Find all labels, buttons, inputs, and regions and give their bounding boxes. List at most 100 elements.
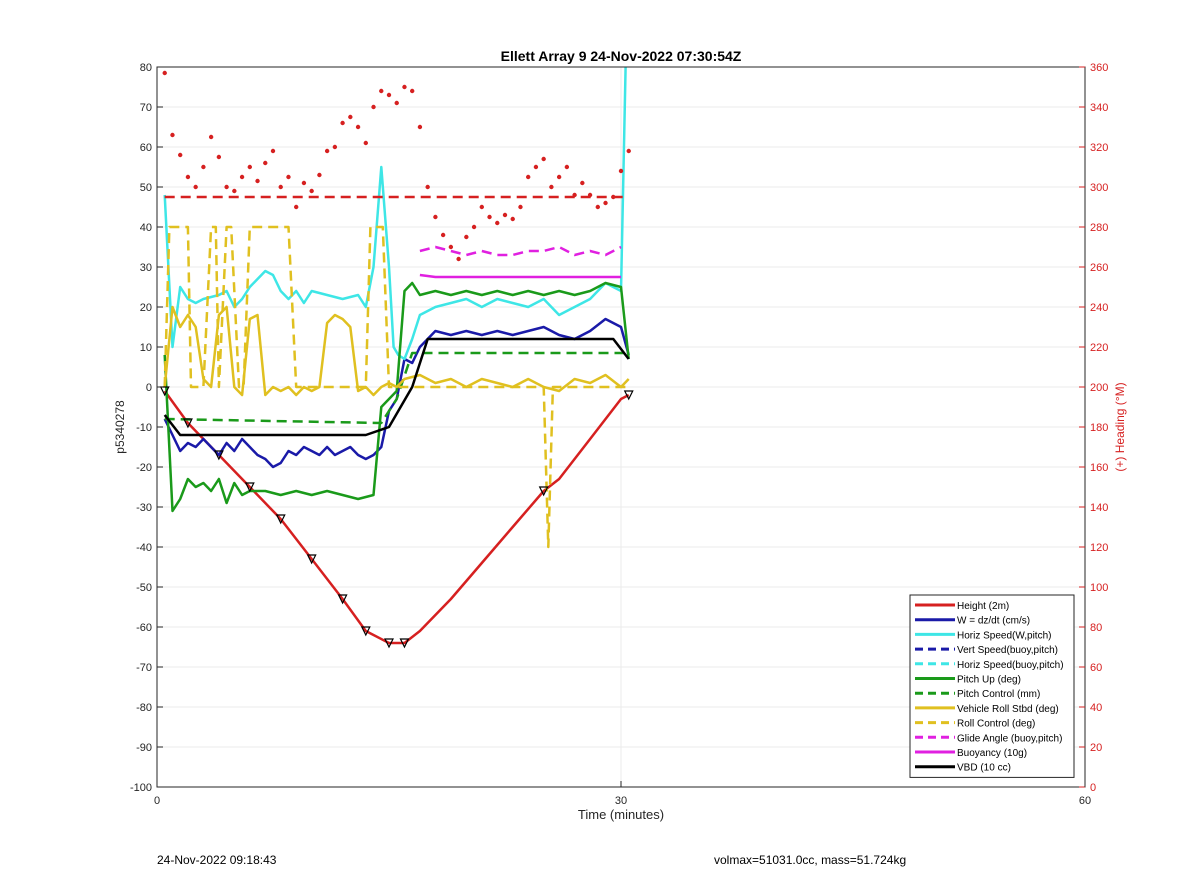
- y-tick-label: -40: [136, 542, 152, 554]
- series-line-pitch-control-mm: [164, 351, 629, 425]
- heading-point: [294, 204, 299, 210]
- heading-point: [556, 174, 562, 180]
- legend-label: Buoyancy (10g): [957, 748, 1027, 759]
- height-marker: [159, 386, 170, 397]
- legend: Height (2m) W = dz/dt (cm/s) Horiz Speed(W…: [909, 594, 1075, 778]
- y-tick-label: -10: [136, 422, 152, 434]
- y-tick-label: 60: [140, 142, 152, 154]
- y2-tick-label: 0: [1090, 782, 1096, 794]
- heading-point: [456, 256, 461, 262]
- height-marker: [244, 482, 255, 493]
- legend-label: VBD (10 cc): [957, 763, 1011, 774]
- legend-label: Horiz Speed(W,pitch): [957, 630, 1051, 641]
- heading-point: [278, 184, 283, 190]
- y2-tick-label: 20: [1090, 742, 1102, 754]
- heading-point: [626, 148, 631, 154]
- heading-point: [487, 214, 492, 220]
- height-marker: [213, 450, 224, 461]
- y-tick-label: 10: [140, 342, 152, 354]
- heading-point: [317, 172, 322, 178]
- heading-point: [162, 70, 167, 76]
- y-tick-label: -50: [136, 582, 152, 594]
- heading-point: [587, 192, 593, 198]
- heading-point: [247, 164, 252, 170]
- y-axis-right: 0 20 40 60 80 100 120 140 160 180 200 220 240 260 280 3…: [1079, 62, 1108, 794]
- y-tick-label: -60: [136, 622, 152, 634]
- heading-point: [332, 144, 338, 150]
- footer-timestamp: 24-Nov-2022 09:18:43: [157, 853, 277, 867]
- heading-point: [479, 204, 484, 210]
- heading-point: [263, 160, 268, 166]
- height-marker: [384, 638, 394, 649]
- y-tick-label: 30: [140, 262, 152, 274]
- legend-label: Vert Speed(buoy,pitch): [957, 645, 1058, 656]
- height-marker: [337, 594, 348, 605]
- heading-point: [208, 134, 214, 140]
- y2-tick-label: 160: [1090, 462, 1108, 474]
- heading-point: [425, 184, 430, 190]
- height-marker: [399, 638, 410, 649]
- y-tick-label: 50: [140, 182, 152, 194]
- y2-axis-label: (+) Heading (°M): [1113, 382, 1127, 471]
- heading-point: [603, 200, 608, 206]
- heading-point: [572, 192, 577, 198]
- heading-point: [471, 224, 477, 230]
- height-marker: [306, 554, 317, 565]
- y-tick-label: 80: [140, 62, 152, 74]
- x-tick-label: 30: [615, 795, 627, 807]
- y2-tick-label: 60: [1090, 662, 1102, 674]
- legend-box: [909, 594, 1075, 778]
- series-line-horiz-speed-w-pitch: [163, 66, 627, 361]
- heading-point: [270, 148, 276, 154]
- heading-point: [618, 168, 624, 174]
- heading-point: [216, 154, 222, 160]
- series-line-glide-angle-buoy-pitch: [419, 245, 622, 257]
- chart-title: Ellett Array 9 24-Nov-2022 07:30:54Z: [501, 48, 742, 64]
- series-line-w-dz-dt-cm-s: [163, 317, 630, 469]
- heading-point: [410, 88, 415, 94]
- series-line-vehicle-roll-stbd-deg: [163, 305, 630, 397]
- x-tick-label: 0: [154, 795, 160, 807]
- heading-point: [201, 164, 206, 170]
- series-line-height-2m: [163, 390, 630, 645]
- series-line-roll-control-deg: [163, 225, 629, 549]
- heading-point: [440, 232, 446, 238]
- height-markers: [159, 386, 634, 649]
- heading-point: [464, 234, 469, 240]
- y-tick-label: 20: [140, 302, 152, 314]
- legend-label: Vehicle Roll Stbd (deg): [957, 704, 1059, 715]
- y-axis-left: -100-90-80-70-60-50-40-30-20-10010203040…: [130, 62, 163, 794]
- y-tick-label: 0: [146, 382, 152, 394]
- footer-volmax-mass: volmax=51031.0cc, mass=51.724kg: [714, 853, 907, 867]
- height-marker: [623, 390, 634, 401]
- heading-point: [611, 194, 616, 200]
- legend-label: Height (2m): [957, 601, 1009, 612]
- y2-tick-label: 120: [1090, 542, 1108, 554]
- height-marker: [275, 514, 286, 525]
- heading-point: [363, 140, 368, 146]
- heading-point: [379, 88, 384, 94]
- heading-point: [386, 92, 392, 98]
- x-tick-label: 60: [1079, 795, 1091, 807]
- y2-tick-label: 260: [1090, 262, 1108, 274]
- y2-tick-label: 220: [1090, 342, 1108, 354]
- x-axis: 0 30 60: [154, 781, 1091, 807]
- height-marker: [360, 626, 371, 637]
- heading-point: [510, 216, 515, 222]
- heading-point: [340, 120, 345, 126]
- y2-tick-label: 340: [1090, 102, 1108, 114]
- y2-tick-label: 240: [1090, 302, 1108, 314]
- legend-label: Roll Control (deg): [957, 719, 1035, 730]
- heading-point: [170, 132, 175, 138]
- y2-tick-label: 140: [1090, 502, 1108, 514]
- heading-point: [348, 114, 353, 120]
- heading-point: [394, 100, 399, 106]
- series-line-vbd-10-cc: [163, 337, 630, 437]
- heading-point: [495, 220, 500, 226]
- heading-point: [355, 124, 361, 130]
- heading-point: [286, 174, 291, 180]
- y-tick-label: -70: [136, 662, 152, 674]
- y2-tick-label: 300: [1090, 182, 1108, 194]
- series-line-buoyancy-10g: [419, 273, 621, 279]
